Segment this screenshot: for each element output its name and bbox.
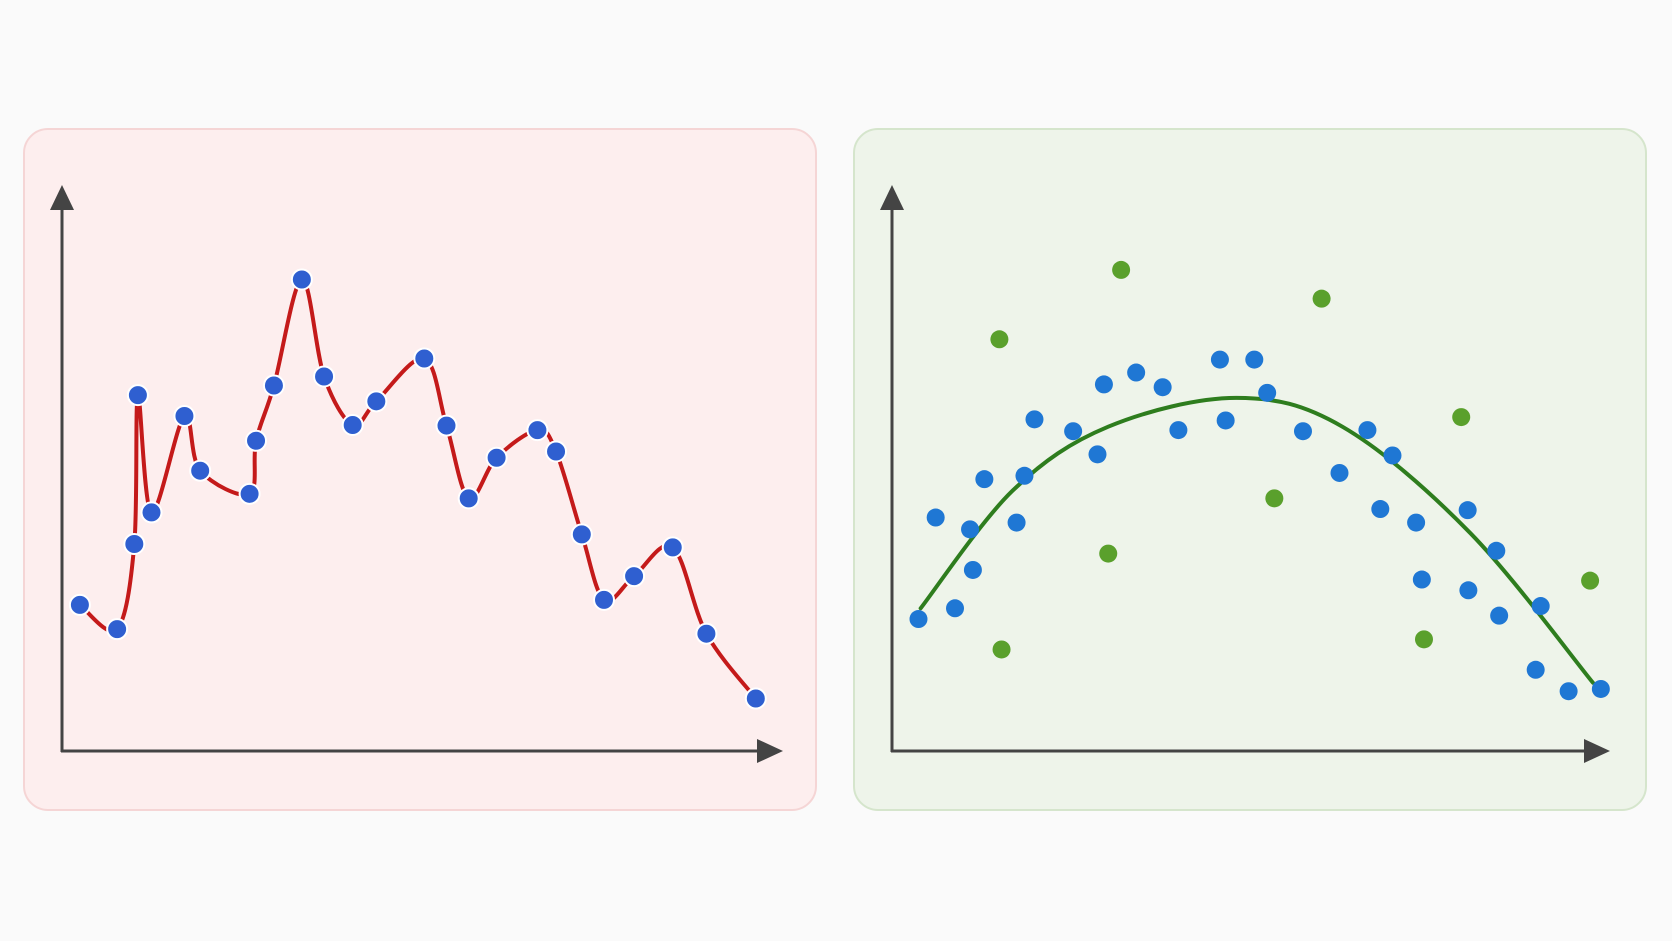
- point: [961, 520, 980, 539]
- point: [435, 414, 458, 437]
- point: [946, 599, 965, 618]
- point: [173, 404, 196, 427]
- point: [1459, 581, 1478, 600]
- point: [1258, 383, 1277, 402]
- point: [1025, 410, 1044, 429]
- point: [1531, 597, 1550, 616]
- point: [744, 687, 767, 710]
- point: [1490, 606, 1509, 625]
- point: [992, 640, 1011, 659]
- x-axis-arrow: [757, 739, 783, 763]
- point: [526, 419, 549, 442]
- point: [623, 565, 646, 588]
- point: [1526, 660, 1545, 679]
- y-axis-arrow: [880, 185, 904, 210]
- fit-line: [918, 395, 1595, 685]
- point: [1371, 500, 1390, 519]
- point: [1414, 630, 1433, 649]
- point: [963, 560, 982, 579]
- point: [1169, 421, 1188, 440]
- point: [1407, 513, 1426, 532]
- point: [1245, 350, 1264, 369]
- point: [1094, 375, 1113, 394]
- point: [485, 446, 508, 469]
- point: [1216, 411, 1235, 430]
- point: [238, 482, 261, 505]
- point: [1452, 408, 1471, 427]
- point: [290, 268, 313, 291]
- point: [990, 330, 1009, 349]
- point: [1487, 541, 1506, 560]
- point: [593, 588, 616, 611]
- point: [1458, 501, 1477, 520]
- point: [1358, 421, 1377, 440]
- point: [545, 440, 568, 463]
- y-axis-arrow: [50, 185, 74, 210]
- point: [1153, 378, 1172, 397]
- panel-right: [853, 128, 1647, 811]
- point: [245, 429, 268, 452]
- point: [262, 374, 285, 397]
- point: [1581, 571, 1600, 590]
- point: [68, 593, 91, 616]
- point: [1591, 679, 1610, 698]
- point: [1099, 544, 1118, 563]
- point: [140, 501, 163, 524]
- point: [1015, 466, 1034, 485]
- point: [341, 414, 364, 437]
- point: [661, 536, 684, 559]
- point: [413, 347, 436, 370]
- point: [106, 618, 129, 641]
- point: [1007, 513, 1026, 532]
- point: [1210, 350, 1229, 369]
- x-axis-arrow: [1584, 739, 1610, 763]
- point: [1383, 446, 1402, 465]
- point: [1559, 682, 1578, 701]
- point: [1112, 260, 1131, 279]
- point: [365, 390, 388, 413]
- point: [695, 622, 718, 645]
- point: [1412, 570, 1431, 589]
- point: [975, 470, 994, 489]
- point: [926, 508, 945, 527]
- point: [570, 523, 593, 546]
- point: [1265, 489, 1284, 508]
- point: [313, 365, 336, 388]
- point: [126, 384, 149, 407]
- point: [1312, 289, 1331, 308]
- panel-left: [23, 128, 817, 811]
- point: [909, 610, 928, 629]
- point: [1088, 445, 1107, 464]
- point: [189, 459, 212, 482]
- point: [1127, 363, 1146, 382]
- point: [1293, 422, 1312, 441]
- point: [1064, 422, 1083, 441]
- point: [123, 533, 146, 556]
- point: [457, 487, 480, 510]
- point: [1330, 463, 1349, 482]
